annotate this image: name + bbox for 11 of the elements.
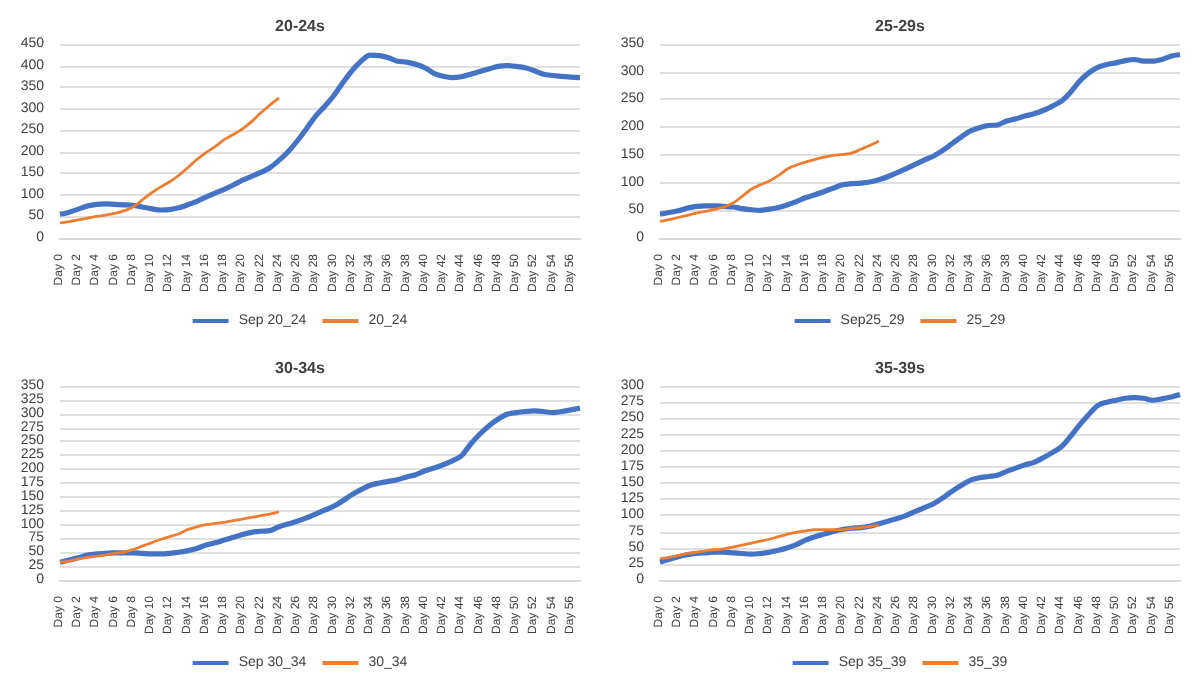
chart-title: 30-34s bbox=[275, 359, 326, 377]
line-series bbox=[57, 405, 583, 565]
line-series bbox=[58, 510, 281, 564]
chart-title: 25-29s bbox=[875, 17, 926, 35]
chart-title: 20-24s bbox=[275, 17, 326, 35]
line-series bbox=[57, 52, 583, 217]
line-series bbox=[658, 523, 881, 561]
chart-title: 35-39s bbox=[875, 359, 926, 377]
line-series bbox=[657, 51, 1183, 217]
line-series bbox=[658, 139, 881, 223]
line-series bbox=[58, 96, 281, 225]
